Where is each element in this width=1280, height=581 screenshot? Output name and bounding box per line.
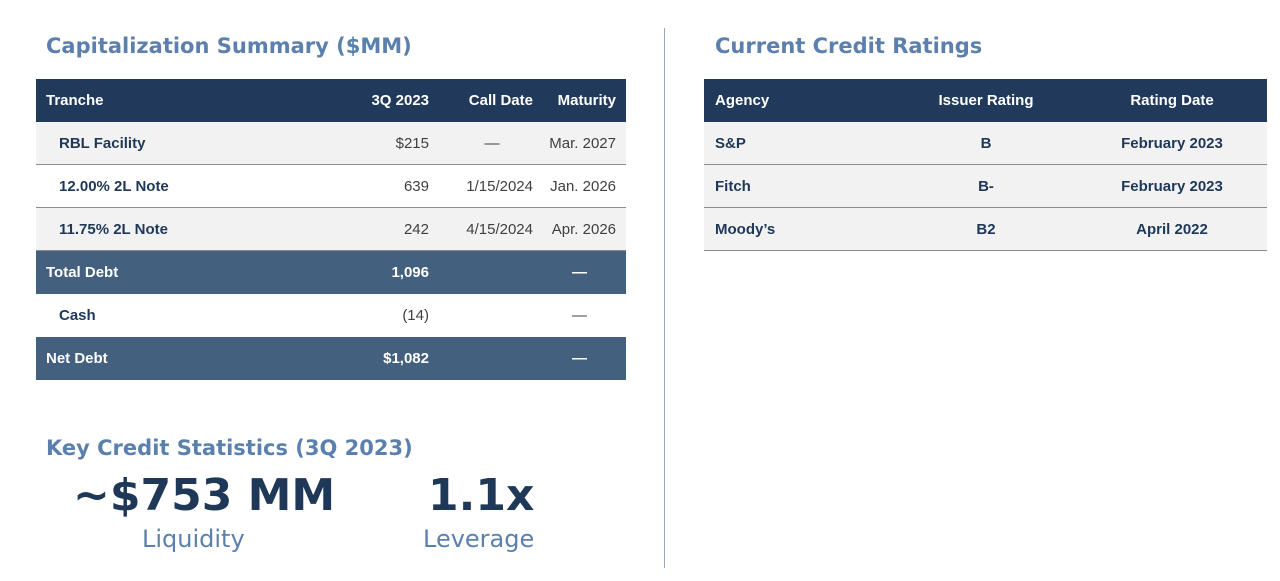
header-maturity: Maturity <box>557 92 616 109</box>
net-debt-maturity: — <box>572 350 587 367</box>
tranche-maturity: Mar. 2027 <box>549 134 616 152</box>
vertical-divider <box>664 28 665 568</box>
header-value: 3Q 2023 <box>371 92 429 109</box>
leverage-label: Leverage <box>423 525 535 553</box>
leverage-value: 1.1x <box>428 470 535 521</box>
net-debt-row: Net Debt $1,082 — <box>36 337 626 380</box>
table-header-row: Agency Issuer Rating Rating Date <box>704 79 1267 122</box>
header-agency: Agency <box>715 92 770 109</box>
table-row: 12.00% 2L Note 639 1/15/2024 Jan. 2026 <box>36 165 626 208</box>
tranche-maturity: Apr. 2026 <box>551 220 616 238</box>
net-debt-value: $1,082 <box>383 350 429 367</box>
capitalization-table: Tranche 3Q 2023 Call Date Maturity RBL F… <box>36 79 626 380</box>
table-row: 11.75% 2L Note 242 4/15/2024 Apr. 2026 <box>36 208 626 251</box>
liquidity-value: ~$753 MM <box>73 470 336 521</box>
table-row: RBL Facility $215 — Mar. 2027 <box>36 122 626 165</box>
header-issuer-rating: Issuer Rating <box>938 92 1034 109</box>
total-debt-label: Total Debt <box>46 264 119 281</box>
ratings-table: Agency Issuer Rating Rating Date S&P B F… <box>704 79 1267 251</box>
issuer-rating: B- <box>978 177 994 195</box>
table-row: Fitch B- February 2023 <box>704 165 1267 208</box>
net-debt-label: Net Debt <box>46 350 108 367</box>
tranche-call-date: — <box>484 134 500 152</box>
table-header-row: Tranche 3Q 2023 Call Date Maturity <box>36 79 626 122</box>
agency-name: S&P <box>715 134 746 152</box>
header-rating-date: Rating Date <box>1130 92 1214 109</box>
table-row: S&P B February 2023 <box>704 122 1267 165</box>
tranche-name: 12.00% 2L Note <box>59 177 169 195</box>
table-row: Moody’s B2 April 2022 <box>704 208 1267 251</box>
header-call-date: Call Date <box>468 92 533 109</box>
tranche-call-date: 1/15/2024 <box>466 177 533 195</box>
total-debt-maturity: — <box>572 264 587 281</box>
capitalization-title: Capitalization Summary ($MM) <box>46 34 412 58</box>
rating-date: February 2023 <box>1121 177 1223 195</box>
key-stats-title: Key Credit Statistics (3Q 2023) <box>46 436 413 460</box>
issuer-rating: B <box>980 134 992 152</box>
rating-date: April 2022 <box>1136 220 1208 238</box>
cash-label: Cash <box>59 307 96 324</box>
header-tranche: Tranche <box>46 92 104 109</box>
issuer-rating: B2 <box>976 220 996 238</box>
tranche-value: 639 <box>403 177 429 195</box>
tranche-value: $215 <box>395 134 429 152</box>
tranche-name: 11.75% 2L Note <box>59 220 168 238</box>
tranche-name: RBL Facility <box>59 134 146 152</box>
liquidity-label: Liquidity <box>142 525 245 553</box>
cash-value: (14) <box>402 307 429 324</box>
cash-maturity: — <box>572 307 587 324</box>
total-debt-row: Total Debt 1,096 — <box>36 251 626 294</box>
rating-date: February 2023 <box>1121 134 1223 152</box>
total-debt-value: 1,096 <box>391 264 429 281</box>
ratings-title: Current Credit Ratings <box>715 34 983 58</box>
tranche-maturity: Jan. 2026 <box>550 177 616 195</box>
tranche-value: 242 <box>403 220 429 238</box>
agency-name: Moody’s <box>715 220 776 238</box>
tranche-call-date: 4/15/2024 <box>466 220 533 238</box>
cash-row: Cash (14) — <box>36 294 626 337</box>
agency-name: Fitch <box>715 177 751 195</box>
